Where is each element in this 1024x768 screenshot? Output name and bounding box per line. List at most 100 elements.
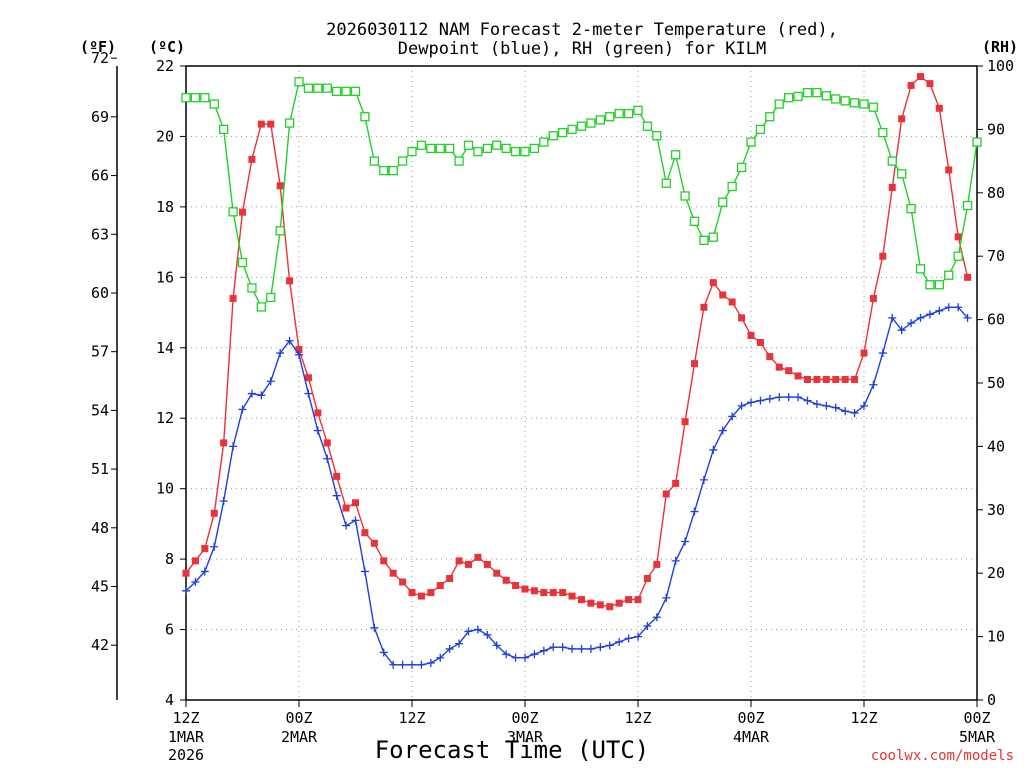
data-point bbox=[379, 165, 389, 176]
data-point bbox=[492, 641, 501, 650]
celsius-tick-label: 8 bbox=[165, 550, 174, 568]
data-point bbox=[388, 165, 398, 176]
data-point bbox=[228, 207, 238, 217]
data-point bbox=[332, 491, 341, 500]
data-point bbox=[821, 91, 831, 101]
data-point bbox=[747, 398, 755, 407]
data-point bbox=[426, 143, 436, 154]
data-point bbox=[878, 127, 888, 138]
series-dewpoint bbox=[182, 303, 972, 669]
data-point bbox=[917, 73, 924, 81]
rh-tick-label: 0 bbox=[987, 691, 996, 709]
fahrenheit-tick-label: 48 bbox=[91, 519, 109, 537]
data-point bbox=[445, 143, 455, 154]
series-line bbox=[186, 80, 978, 309]
data-point bbox=[587, 599, 595, 607]
data-point bbox=[878, 349, 887, 358]
data-point bbox=[737, 401, 746, 410]
date-label: 1MAR bbox=[168, 728, 205, 746]
data-point bbox=[323, 439, 331, 447]
data-point bbox=[455, 639, 464, 648]
data-point bbox=[822, 401, 831, 410]
data-point bbox=[530, 587, 538, 595]
data-point bbox=[614, 108, 624, 119]
data-point bbox=[944, 270, 954, 280]
data-point bbox=[643, 574, 651, 582]
time-tick-label: 00Z bbox=[963, 709, 990, 727]
data-point bbox=[718, 426, 727, 435]
data-point bbox=[794, 372, 802, 380]
data-point bbox=[897, 169, 907, 179]
data-point bbox=[596, 643, 605, 652]
data-point bbox=[266, 292, 276, 303]
data-point bbox=[399, 578, 407, 586]
data-point bbox=[558, 127, 568, 138]
data-point bbox=[860, 349, 868, 357]
x-axis-title: Forecast Time (UTC) bbox=[375, 736, 650, 764]
series-layer bbox=[181, 73, 982, 669]
data-point bbox=[407, 146, 417, 157]
data-point bbox=[652, 131, 662, 141]
date-label: 2MAR bbox=[281, 728, 318, 746]
data-point bbox=[962, 200, 973, 211]
data-point bbox=[323, 454, 332, 463]
data-point bbox=[417, 592, 425, 600]
data-point bbox=[304, 374, 312, 382]
data-point bbox=[294, 77, 304, 87]
data-point bbox=[275, 226, 285, 236]
data-point bbox=[623, 108, 634, 119]
data-point bbox=[427, 589, 435, 597]
data-point bbox=[756, 338, 764, 346]
data-point bbox=[954, 233, 962, 241]
data-point bbox=[455, 557, 463, 565]
rh-tick-label: 60 bbox=[987, 311, 1005, 329]
data-point bbox=[257, 120, 265, 128]
data-point bbox=[568, 644, 577, 653]
data-point bbox=[944, 303, 953, 312]
data-point bbox=[276, 349, 285, 358]
data-point bbox=[756, 396, 765, 405]
data-point bbox=[276, 182, 284, 190]
data-point bbox=[595, 115, 605, 125]
data-point bbox=[851, 375, 859, 383]
data-point bbox=[191, 578, 200, 587]
data-point bbox=[398, 660, 407, 669]
time-tick-label: 00Z bbox=[737, 709, 764, 727]
data-point bbox=[558, 643, 567, 652]
data-point bbox=[247, 389, 256, 398]
data-point bbox=[643, 622, 652, 631]
data-point bbox=[416, 140, 427, 150]
rh-tick-label: 40 bbox=[987, 437, 1005, 455]
data-point bbox=[774, 99, 784, 109]
data-point bbox=[633, 105, 643, 116]
data-point bbox=[719, 291, 727, 299]
data-point bbox=[662, 593, 671, 602]
data-point bbox=[389, 569, 397, 577]
data-point bbox=[360, 567, 369, 576]
fahrenheit-tick-label: 63 bbox=[91, 225, 109, 243]
data-point bbox=[322, 83, 332, 93]
data-point bbox=[360, 112, 370, 122]
data-point bbox=[775, 363, 783, 371]
data-point bbox=[953, 251, 963, 261]
data-point bbox=[689, 216, 700, 226]
data-point bbox=[465, 560, 472, 568]
data-point bbox=[577, 644, 586, 653]
fahrenheit-tick-label: 66 bbox=[91, 167, 109, 185]
data-point bbox=[709, 279, 717, 287]
data-point bbox=[897, 326, 906, 335]
data-point bbox=[755, 124, 766, 135]
data-point bbox=[860, 401, 868, 410]
data-point bbox=[182, 586, 190, 595]
data-point bbox=[426, 659, 435, 668]
data-point bbox=[256, 302, 266, 312]
celsius-unit-label: (ºC) bbox=[149, 38, 185, 56]
data-point bbox=[972, 137, 982, 147]
data-point bbox=[738, 314, 746, 322]
data-point bbox=[436, 653, 445, 662]
data-point bbox=[361, 529, 369, 537]
data-point bbox=[898, 115, 906, 123]
data-point bbox=[868, 102, 879, 112]
data-point bbox=[333, 472, 341, 480]
data-point bbox=[642, 121, 653, 131]
